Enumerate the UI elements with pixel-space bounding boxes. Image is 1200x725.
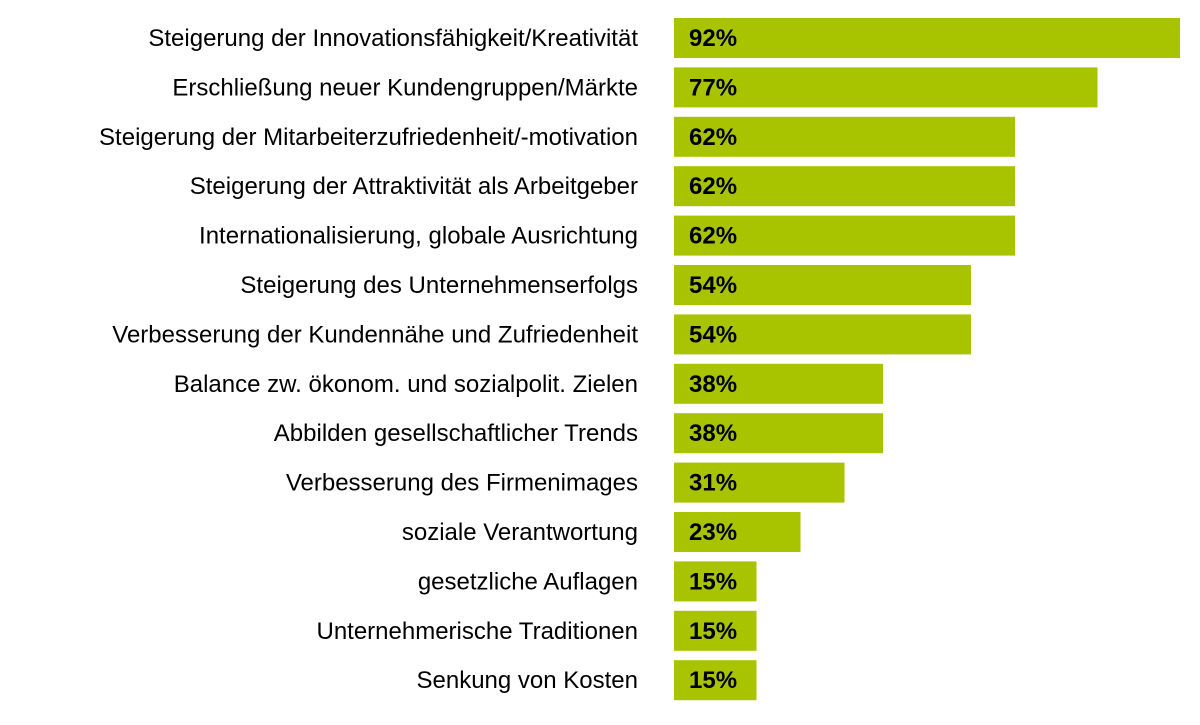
category-label-8: Balance zw. ökonom. und sozialpolit. Zie… [174, 371, 638, 398]
category-label-4: Steigerung der Attraktivität als Arbeitg… [190, 173, 638, 200]
category-label-11: soziale Verantwortung [402, 519, 638, 546]
category-label-5: Internationalisierung, globale Ausrichtu… [199, 223, 638, 250]
value-label-5: 62% [689, 223, 737, 250]
value-label-8: 38% [689, 371, 737, 398]
bar-1 [674, 18, 1180, 58]
category-label-14: Senkung von Kosten [417, 667, 639, 694]
bar-5 [674, 215, 1015, 256]
category-label-13: Unternehmerische Traditionen [316, 618, 638, 645]
value-label-12: 15% [689, 568, 737, 595]
bar-7 [674, 314, 971, 355]
value-label-9: 38% [689, 420, 737, 447]
bar-4 [674, 166, 1015, 207]
bar-13 [674, 610, 757, 651]
value-label-11: 23% [689, 519, 737, 546]
bar-6 [674, 265, 971, 305]
value-label-13: 15% [689, 618, 737, 645]
value-label-2: 77% [689, 74, 737, 101]
category-label-6: Steigerung des Unternehmenserfolgs [240, 272, 638, 299]
value-label-7: 54% [689, 321, 737, 348]
value-label-4: 62% [689, 173, 737, 200]
category-label-7: Verbesserung der Kundennähe und Zufriede… [112, 321, 638, 348]
bar-8 [674, 363, 883, 404]
bar-9 [674, 413, 883, 454]
bar-2 [674, 67, 1098, 108]
value-label-10: 31% [689, 470, 737, 497]
category-label-10: Verbesserung des Firmenimages [286, 470, 638, 497]
category-label-9: Abbilden gesellschaftlicher Trends [274, 420, 638, 447]
value-label-6: 54% [689, 272, 737, 299]
category-label-12: gesetzliche Auflagen [418, 568, 638, 595]
value-label-1: 92% [689, 25, 737, 52]
category-label-3: Steigerung der Mitarbeiterzufriedenheit/… [99, 124, 638, 151]
bar-3 [674, 116, 1015, 157]
bar-11 [674, 512, 801, 552]
category-label-1: Steigerung der Innovationsfähigkeit/Krea… [148, 25, 638, 52]
bar-14 [674, 660, 757, 701]
bar-12 [674, 561, 757, 602]
value-label-14: 15% [689, 667, 737, 694]
value-label-3: 62% [689, 124, 737, 151]
bar-10 [674, 462, 845, 503]
category-label-2: Erschließung neuer Kundengruppen/Märkte [172, 74, 638, 101]
